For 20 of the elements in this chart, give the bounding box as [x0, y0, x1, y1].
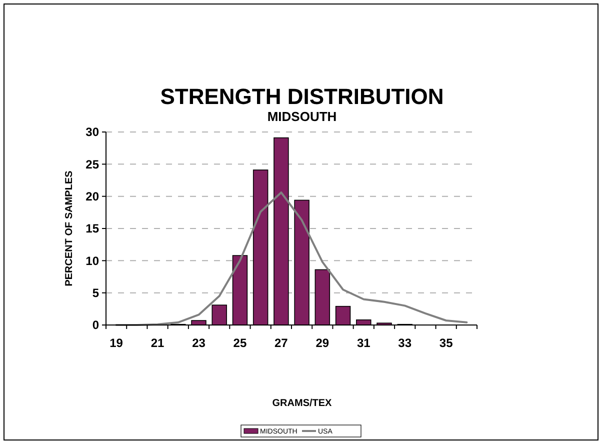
y-tick-label: 10 [86, 254, 100, 268]
x-tick-label: 35 [439, 336, 454, 350]
x-tick-label: 31 [356, 336, 371, 350]
y-tick-label: 20 [86, 190, 100, 204]
y-tick-label: 5 [92, 286, 100, 300]
x-tick-label: 33 [398, 336, 412, 350]
x-axis-title: GRAMS/TEX [272, 398, 332, 409]
x-tick-label: 21 [150, 336, 165, 350]
y-tick-label: 25 [86, 157, 100, 172]
x-tick-label: 25 [233, 336, 247, 350]
y-tick-label: 30 [86, 125, 100, 140]
x-tick-label: 19 [110, 336, 124, 350]
chart-title: STRENGTH DISTRIBUTION [160, 84, 444, 109]
y-axis-title: PERCENT OF SAMPLES [64, 170, 75, 286]
x-tick-label: 29 [316, 336, 330, 350]
x-tick-label: 27 [274, 336, 288, 350]
x-tick-label: 23 [192, 336, 206, 350]
y-tick-label: 15 [86, 222, 100, 236]
y-tick-label: 0 [92, 318, 100, 332]
chart-subtitle: MIDSOUTH [267, 109, 337, 124]
